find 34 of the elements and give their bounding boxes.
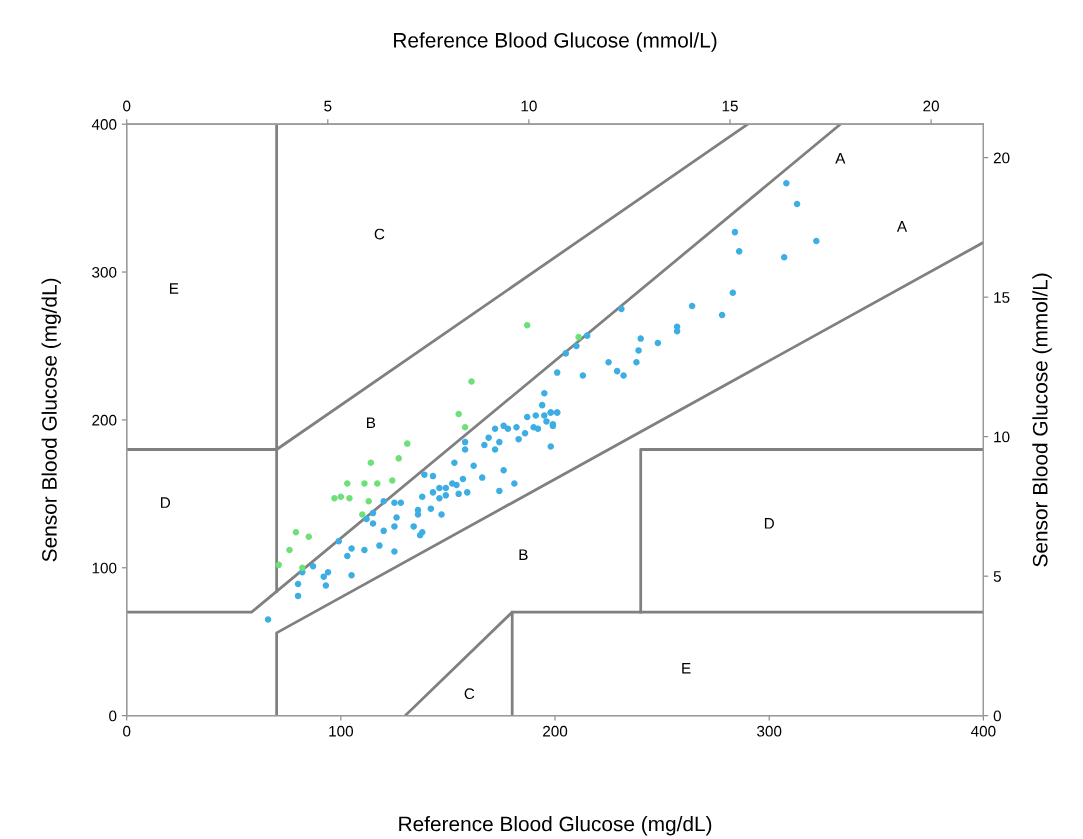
annotation: C xyxy=(464,688,475,700)
y2-tick-label: 10 xyxy=(994,431,1010,443)
y2-tick-label: 5 xyxy=(993,571,1001,582)
x-tick-label: 300 xyxy=(757,725,782,737)
y-tick-label: 300 xyxy=(92,266,117,278)
x-tick-label: 200 xyxy=(543,725,568,737)
x2-tick-label: 15 xyxy=(722,100,738,112)
annotation: B xyxy=(519,549,528,560)
x2-tick-label: 10 xyxy=(521,100,537,112)
annotation: E xyxy=(682,662,691,674)
y2-axis-title: Sensor Blood Glucose (mmol/L) xyxy=(1032,273,1052,567)
x-tick-label: 100 xyxy=(329,725,354,737)
annotation: D xyxy=(161,497,171,508)
y-tick-label: 0 xyxy=(109,710,117,722)
y2-tick-label: 0 xyxy=(993,710,1001,722)
y2-tick-label: 15 xyxy=(994,292,1010,303)
x2-tick-label: 0 xyxy=(123,100,131,112)
x-tick-label: 0 xyxy=(123,725,131,737)
y-axis-title: Sensor Blood Glucose (mg/dL) xyxy=(41,278,61,562)
annotation: A xyxy=(835,153,846,164)
x-tick-label: 400 xyxy=(970,725,996,737)
y2-tick-label: 20 xyxy=(993,152,1010,164)
x2-tick-label: 5 xyxy=(324,100,332,112)
annotation: C xyxy=(374,228,385,240)
annotation: B xyxy=(367,417,376,429)
x2-tick-label: 20 xyxy=(923,100,939,112)
annotation: E xyxy=(169,283,179,294)
y-tick-label: 200 xyxy=(92,414,117,426)
y-tick-label: 100 xyxy=(92,562,117,574)
y-tick-label: 400 xyxy=(91,119,117,130)
x-axis-title: Reference Blood Glucose (mg/dL) xyxy=(399,816,712,836)
annotation: D xyxy=(764,518,774,529)
x2-axis-title: Reference Blood Glucose (mmol/L) xyxy=(394,32,717,52)
annotation: A xyxy=(896,221,908,232)
